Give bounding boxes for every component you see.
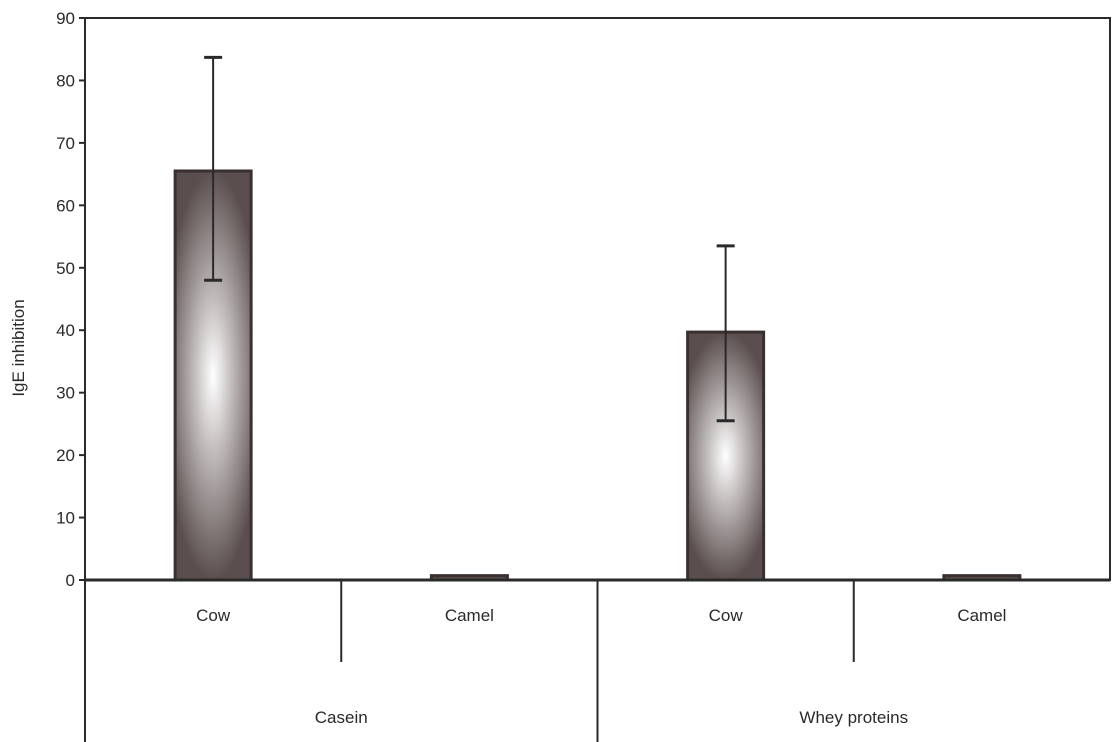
y-tick-label: 60	[56, 196, 75, 215]
x-category-label: Cow	[196, 606, 231, 625]
category-table	[84, 580, 855, 742]
y-tick-label: 70	[56, 134, 75, 153]
y-tick-label: 80	[56, 71, 75, 90]
y-tick-label: 50	[56, 259, 75, 278]
y-tick-label: 10	[56, 509, 75, 528]
y-tick-label: 30	[56, 384, 75, 403]
x-group-label: Whey proteins	[799, 708, 908, 727]
y-axis-title: IgE inhibition	[9, 299, 28, 396]
y-axis: 0 10 20 30 40 50 60 70 80 90	[56, 9, 85, 590]
category-labels: Cow Camel Cow Camel Casein Whey proteins	[196, 606, 1006, 727]
bars	[85, 169, 1110, 582]
x-group-label: Casein	[315, 708, 368, 727]
x-category-label: Cow	[709, 606, 744, 625]
x-category-label: Camel	[957, 606, 1006, 625]
y-tick-label: 0	[66, 571, 75, 590]
y-tick-label: 90	[56, 9, 75, 28]
error-bars	[204, 55, 735, 423]
y-tick-label: 20	[56, 446, 75, 465]
y-tick-label: 40	[56, 321, 75, 340]
x-category-label: Camel	[445, 606, 494, 625]
